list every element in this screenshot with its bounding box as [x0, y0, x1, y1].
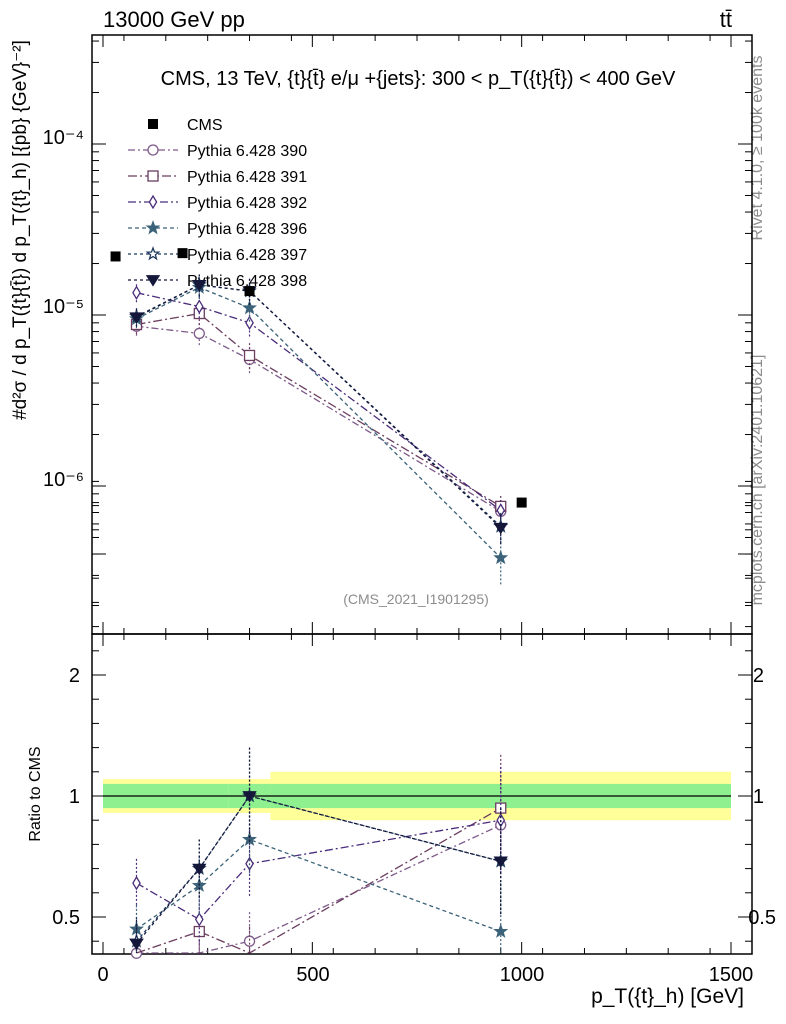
ratio-series-line: [136, 795, 501, 942]
ratio-marker: [192, 863, 207, 876]
ratio-series-line: [136, 807, 502, 954]
y-tick-label: 10⁻⁵: [43, 296, 84, 318]
ratio-plot-frame: [91, 633, 753, 955]
ratio-series-line: [136, 819, 501, 921]
chart-marks: [92, 35, 752, 959]
process-label: tt̄: [720, 7, 732, 32]
ratio-marker: [194, 912, 204, 927]
series-marker: [192, 280, 207, 292]
series-marker: [242, 299, 257, 315]
ratio-marker: [243, 935, 256, 947]
series-marker: [493, 522, 508, 535]
legend-marker: [145, 275, 161, 287]
rivet-version-label: Rivet 4.1.0, ≥ 100k events: [749, 56, 766, 241]
ratio-series-line: [136, 838, 501, 933]
series-line: [136, 284, 502, 527]
x-tick-label: 0: [97, 964, 108, 986]
legend-marker: [145, 246, 161, 261]
chart-title: CMS, 13 TeV, {t}{t̄} e/μ +{jets}: 300 < …: [161, 68, 676, 90]
ratio-tick-label-right: 0.5: [748, 907, 776, 929]
mcplots-label: mcplots.cern.ch [arXiv:2401.10621]: [749, 355, 766, 606]
ratio-tick-label: 0.5: [52, 907, 80, 929]
legend-marker-cms: [148, 119, 158, 129]
analysis-id: (CMS_2021_I1901295): [343, 591, 489, 607]
series-line: [136, 292, 502, 511]
legend-label: Pythia 6.428 390: [187, 143, 307, 160]
y-tick-label: 10⁻⁴: [43, 127, 84, 149]
ratio-marker: [493, 856, 508, 868]
ratio-tick-label-right: 1: [753, 786, 764, 808]
series-marker: [243, 349, 256, 362]
y-tick-label: 10⁻⁶: [43, 469, 84, 491]
energy-label: 13000 GeV pp: [103, 7, 245, 32]
ratio-series-line: [135, 795, 501, 945]
cms-data-point: [177, 248, 188, 259]
series-marker: [129, 312, 144, 324]
x-axis-label: p_T({t}_h) [GeV]: [591, 985, 744, 1008]
ratio-tick-label-right: 2: [753, 665, 764, 687]
legend-label: Pythia 6.428 396: [187, 221, 307, 238]
series-line: [136, 325, 502, 512]
cms-data-point: [110, 251, 121, 262]
ratio-tick-label: 1: [69, 786, 80, 808]
x-tick-label: 1000: [500, 964, 545, 986]
ratio-marker: [493, 923, 509, 938]
ratio-marker: [242, 831, 257, 846]
series-marker: [496, 503, 506, 518]
legend-marker: [145, 220, 161, 235]
legend-label: Pythia 6.428 392: [187, 195, 307, 212]
ratio-marker: [132, 875, 141, 891]
x-tick-label: 500: [296, 964, 329, 986]
series-marker: [493, 550, 509, 565]
cms-data-point: [244, 286, 255, 297]
series-line: [136, 312, 502, 507]
series-marker: [132, 285, 141, 300]
legend-label: Pythia 6.428 398: [187, 273, 307, 290]
ratio-axis-label: Ratio to CMS: [27, 746, 44, 841]
x-tick-label: 1500: [709, 964, 754, 986]
legend-marker: [147, 170, 159, 182]
series-marker: [194, 299, 204, 314]
legend-label-cms: CMS: [187, 117, 223, 134]
ratio-marker: [242, 791, 257, 803]
y-axis-label: #d²σ / d p_T({t}{t̄}) d p_T({t}_h) [{pb}…: [10, 40, 31, 420]
ratio-marker: [129, 938, 144, 951]
legend-label: Pythia 6.428 391: [187, 169, 307, 186]
legend-label: Pythia 6.428 397: [187, 247, 307, 264]
cms-data-point: [516, 497, 527, 508]
series-line: [136, 286, 502, 559]
legend-marker: [148, 194, 158, 210]
ratio-series-line: [136, 824, 502, 954]
series-line: [136, 284, 502, 529]
ratio-tick-label: 2: [69, 665, 80, 687]
series-marker: [193, 327, 205, 340]
legend-marker: [147, 144, 159, 156]
series-marker: [245, 315, 254, 331]
